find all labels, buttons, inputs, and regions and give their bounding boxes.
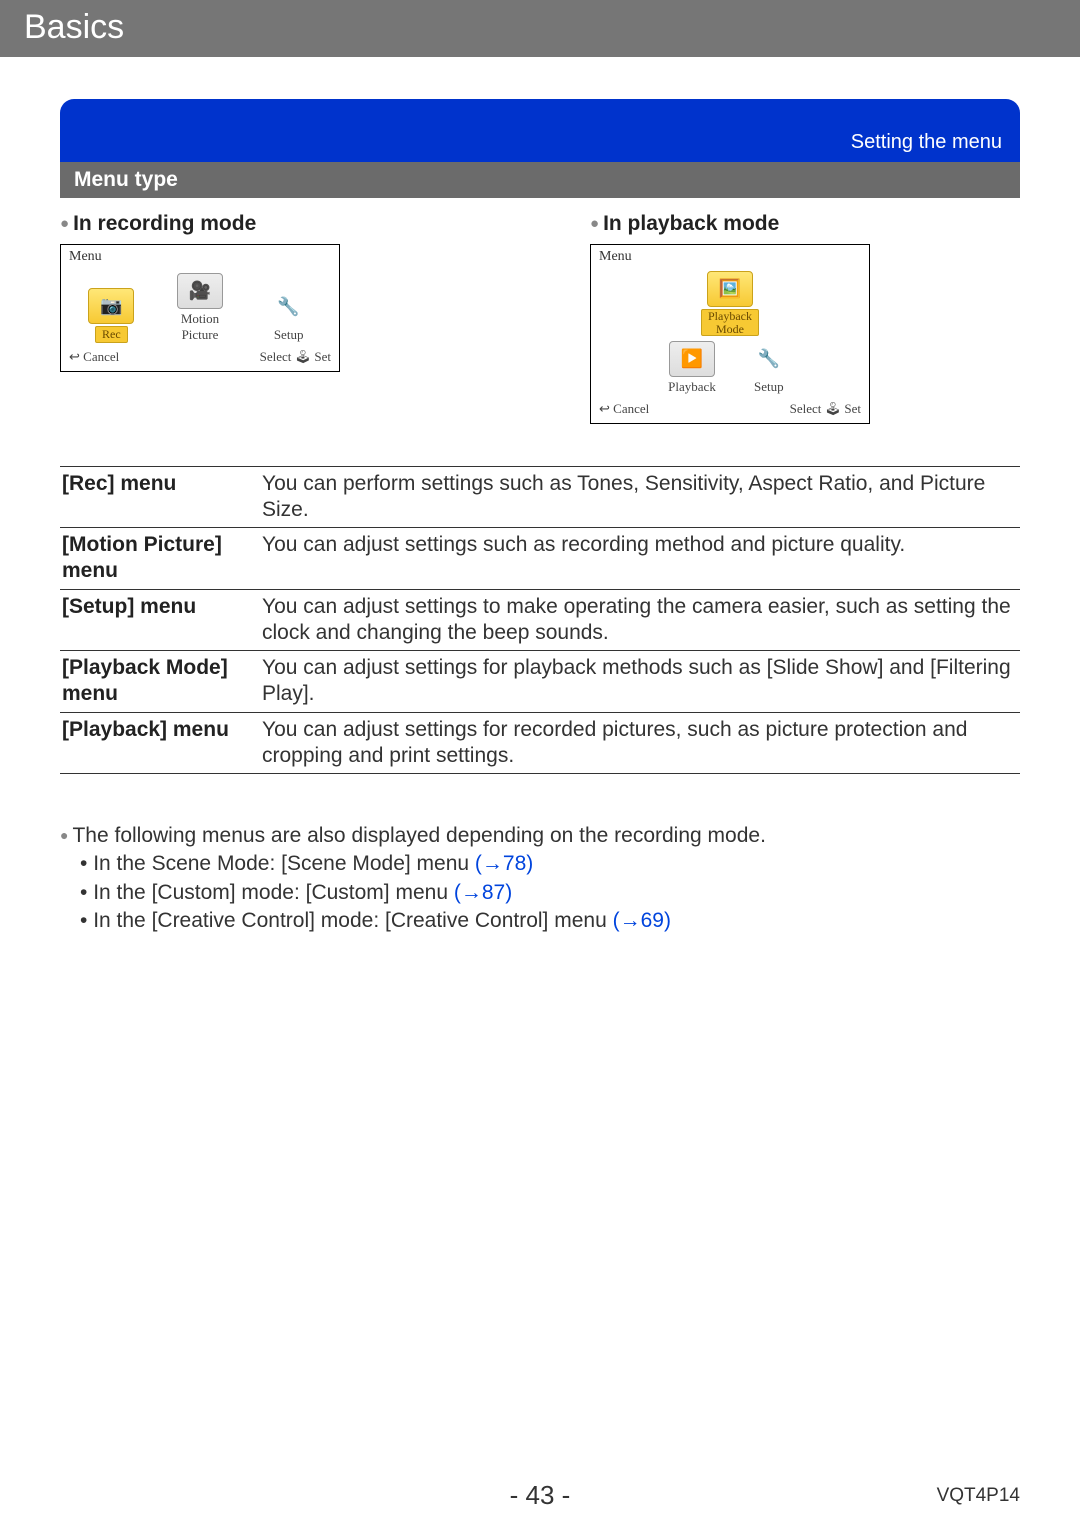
menu-footer: Cancel Select 🕹 Set xyxy=(591,397,869,423)
page-number: - 43 - xyxy=(0,1480,1080,1511)
menu-item-setup: 🔧 Setup xyxy=(746,341,792,395)
select-set-label: Select 🕹 Set xyxy=(790,401,861,417)
menu-desc: You can adjust settings to make operatin… xyxy=(260,589,1020,651)
modes-row: In recording mode Menu 📷 Rec 🎥 Motion Pi… xyxy=(60,212,1020,424)
menu-desc: You can adjust settings such as recordin… xyxy=(260,528,1020,590)
menu-name: [Setup] menu xyxy=(60,589,260,651)
menu-item-label: Setup xyxy=(754,379,784,394)
playback-icon: ▶️ xyxy=(669,341,715,377)
subsection-bar: Menu type xyxy=(60,162,1020,198)
playback-menu-screenshot: Menu 🖼️ Playback Mode ▶️ Playback 🔧 S xyxy=(590,244,870,424)
wrench-icon: 🔧 xyxy=(746,341,792,377)
playback-mode-icon: 🖼️ xyxy=(707,271,753,307)
menu-item-label: Setup xyxy=(274,327,304,342)
menu-item-setup: 🔧 Setup xyxy=(266,289,312,343)
menu-icons-col: 🖼️ Playback Mode ▶️ Playback 🔧 Setup xyxy=(591,267,869,397)
menu-name: [Playback] menu xyxy=(60,712,260,774)
playback-mode-heading: In playback mode xyxy=(590,212,1020,236)
menu-footer: Cancel Select 🕹 Set xyxy=(61,345,339,371)
cancel-label: Cancel xyxy=(69,349,119,365)
table-row: [Rec] menu You can perform settings such… xyxy=(60,466,1020,528)
table-row: [Motion Picture] menu You can adjust set… xyxy=(60,528,1020,590)
menu-title: Menu xyxy=(591,245,869,267)
note-text: In the Scene Mode: [Scene Mode] menu xyxy=(93,852,475,875)
subsection-title: Menu type xyxy=(74,168,178,191)
menu-item-label: Playback Mode xyxy=(701,309,759,336)
menu-desc: You can adjust settings for playback met… xyxy=(260,651,1020,713)
menu-icons-row: 📷 Rec 🎥 Motion Picture 🔧 Setup xyxy=(61,267,339,345)
playback-mode-col: In playback mode Menu 🖼️ Playback Mode ▶… xyxy=(590,212,1020,424)
menu-item-playback-mode: 🖼️ Playback Mode xyxy=(701,271,759,337)
menu-item-label: Motion Picture xyxy=(181,311,219,342)
menu-item-label: Rec xyxy=(95,326,128,343)
doc-id: VQT4P14 xyxy=(937,1485,1020,1507)
note-text: In the [Creative Control] mode: [Creativ… xyxy=(93,909,612,932)
menu-title: Menu xyxy=(61,245,339,267)
menu-item-playback: ▶️ Playback xyxy=(668,341,716,395)
menu-desc: You can perform settings such as Tones, … xyxy=(260,466,1020,528)
select-set-label: Select 🕹 Set xyxy=(260,349,331,365)
wrench-icon: 🔧 xyxy=(266,289,312,325)
table-row: [Playback] menu You can adjust settings … xyxy=(60,712,1020,774)
cancel-label: Cancel xyxy=(599,401,649,417)
menu-name: [Playback Mode] menu xyxy=(60,651,260,713)
note-item: In the Scene Mode: [Scene Mode] menu (→7… xyxy=(80,850,1020,878)
cross-ref-link[interactable]: (→87) xyxy=(454,881,512,904)
table-row: [Playback Mode] menu You can adjust sett… xyxy=(60,651,1020,713)
table-row: [Setup] menu You can adjust settings to … xyxy=(60,589,1020,651)
motion-icon: 🎥 xyxy=(177,273,223,309)
page-number-text: - 43 - xyxy=(510,1480,571,1511)
notes-block: The following menus are also displayed d… xyxy=(60,822,1020,935)
cross-ref-link[interactable]: (→69) xyxy=(613,909,671,932)
recording-mode-col: In recording mode Menu 📷 Rec 🎥 Motion Pi… xyxy=(60,212,490,424)
note-item: In the [Custom] mode: [Custom] menu (→87… xyxy=(80,879,1020,907)
note-text: In the [Custom] mode: [Custom] menu xyxy=(93,881,454,904)
menu-name: [Motion Picture] menu xyxy=(60,528,260,590)
menu-item-rec: 📷 Rec xyxy=(88,288,134,343)
menu-item-label: Playback xyxy=(668,379,716,394)
menu-item-motion: 🎥 Motion Picture xyxy=(177,273,223,343)
camera-icon: 📷 xyxy=(88,288,134,324)
recording-menu-screenshot: Menu 📷 Rec 🎥 Motion Picture 🔧 Setup xyxy=(60,244,340,372)
menu-desc: You can adjust settings for recorded pic… xyxy=(260,712,1020,774)
chapter-title: Basics xyxy=(24,8,124,46)
chapter-header: Basics xyxy=(0,0,1080,57)
section-tab: Setting the menu xyxy=(60,99,1020,162)
menu-name: [Rec] menu xyxy=(60,466,260,528)
note-item: In the [Creative Control] mode: [Creativ… xyxy=(80,907,1020,935)
section-tab-label: Setting the menu xyxy=(851,131,1002,153)
menu-descriptions-table: [Rec] menu You can perform settings such… xyxy=(60,466,1020,775)
notes-lead: The following menus are also displayed d… xyxy=(60,822,1020,850)
cross-ref-link[interactable]: (→78) xyxy=(475,852,533,875)
recording-mode-heading: In recording mode xyxy=(60,212,490,236)
